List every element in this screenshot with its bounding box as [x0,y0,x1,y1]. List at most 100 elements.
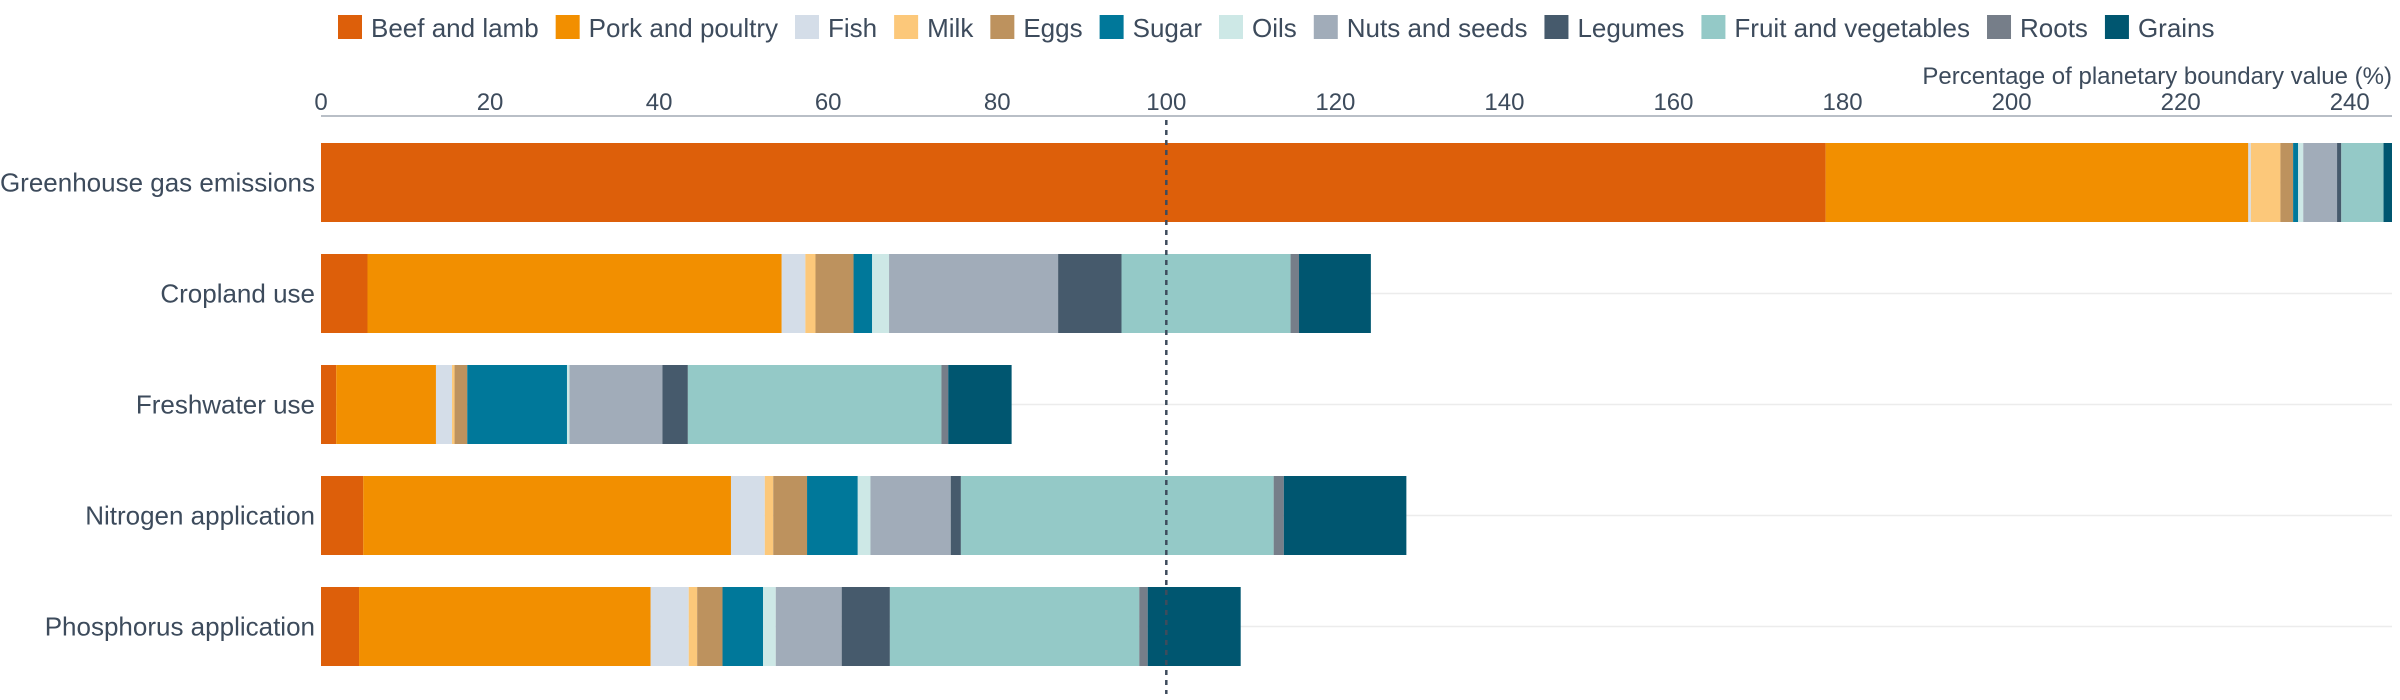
legend-swatch-fruit-and-vegetables [1701,15,1726,39]
bar-segment-phosphorus-application-oils [763,587,776,666]
bar-segment-cropland-use-pork-and-poultry [367,254,782,333]
legend-label-sugar: Sugar [1133,13,1203,43]
bar-segment-freshwater-use-oils [566,365,570,444]
bar-segment-cropland-use-beef-and-lamb [321,254,368,333]
legend-label-grains: Grains [2138,13,2215,43]
bar-segment-freshwater-use-nuts-and-seeds [569,365,663,444]
x-tick-label: 180 [1823,89,1863,116]
legend-swatch-legumes [1544,15,1569,39]
legend-label-fruit-and-vegetables: Fruit and vegetables [1734,13,1970,43]
legend-label-fish: Fish [828,13,877,43]
bar-segment-nitrogen-application-fish [730,476,765,555]
x-axis-title: Percentage of planetary boundary value (… [1922,63,2392,90]
category-labels: Greenhouse gas emissions Cropland use Fres… [0,168,315,642]
bar-segment-greenhouse-gas-emissions-beef-and-lamb [321,143,1826,222]
bar-segment-cropland-use-eggs [815,254,854,333]
legend-swatch-eggs [990,15,1015,39]
category-label-cropland-use: Cropland use [160,279,315,309]
bar-segment-nitrogen-application-legumes [950,476,961,555]
bar-segment-greenhouse-gas-emissions-pork-and-poultry [1825,143,2249,222]
bar-segment-nitrogen-application-milk [764,476,774,555]
bar-segment-greenhouse-gas-emissions-milk [2250,143,2281,222]
legend-swatch-milk [894,15,919,39]
x-tick-label: 120 [1315,89,1355,116]
bar-segment-greenhouse-gas-emissions-nuts-and-seeds [2303,143,2338,222]
bar-segment-nitrogen-application-eggs [773,476,808,555]
bar-segment-cropland-use-oils [872,254,890,333]
bar-segment-phosphorus-application-eggs [697,587,723,666]
bar-segment-phosphorus-application-milk [688,587,698,666]
bar-segment-nitrogen-application-oils [857,476,871,555]
legend-swatch-oils [1219,15,1243,39]
bar-segment-freshwater-use-grains [948,365,1012,444]
x-tick-label: 20 [477,89,504,116]
bar-segment-cropland-use-nuts-and-seeds [889,254,1059,333]
bar-segment-cropland-use-fruit-and-vegetables [1121,254,1291,333]
x-tick-label: 40 [646,89,673,116]
bar-segment-cropland-use-sugar [853,254,873,333]
bar-segment-phosphorus-application-beef-and-lamb [321,587,360,666]
legend-swatch-sugar [1099,15,1124,39]
bar-segment-greenhouse-gas-emissions-sugar [2293,143,2299,222]
bar-segment-freshwater-use-legumes [662,365,688,444]
bar-segment-cropland-use-legumes [1058,254,1122,333]
bar-segment-phosphorus-application-legumes [841,587,890,666]
bar-segment-greenhouse-gas-emissions-fish [2248,143,2251,222]
bar-segment-freshwater-use-milk [452,365,455,444]
bar-segment-nitrogen-application-nuts-and-seeds [870,476,951,555]
legend-swatch-grains [2104,15,2129,39]
bar-segment-phosphorus-application-fruit-and-vegetables [889,587,1140,666]
legend-swatch-nuts-and-seeds [1313,15,1338,39]
x-tick-label: 60 [815,89,842,116]
bar-segment-nitrogen-application-fruit-and-vegetables [960,476,1274,555]
bar-segment-phosphorus-application-fish [650,587,689,666]
legend-label-roots: Roots [2020,13,2088,43]
legend-swatch-beef-and-lamb [338,15,362,39]
bar-segment-greenhouse-gas-emissions-oils [2298,143,2304,222]
x-tick-label: 140 [1484,89,1524,116]
category-label-nitrogen-application: Nitrogen application [85,501,315,531]
bar-segment-nitrogen-application-grains [1283,476,1407,555]
legend-label-oils: Oils [1252,13,1297,43]
bar-segment-freshwater-use-fish [435,365,453,444]
bar-segment-phosphorus-application-sugar [722,587,764,666]
bar-segment-cropland-use-roots [1290,254,1300,333]
bar-segment-greenhouse-gas-emissions-legumes [2337,143,2342,222]
x-tick-label: 160 [1653,89,1693,116]
bar-segment-freshwater-use-fruit-and-vegetables [687,365,942,444]
bar-segment-phosphorus-application-roots [1139,587,1148,666]
x-tick-label: 240 [2330,89,2370,116]
legend-label-beef-and-lamb: Beef and lamb [371,13,539,43]
bar-segment-nitrogen-application-pork-and-poultry [363,476,731,555]
legend-swatch-fish [795,15,819,39]
category-label-freshwater-use: Freshwater use [136,390,315,420]
x-tick-label: 100 [1146,89,1186,116]
bar-segment-phosphorus-application-nuts-and-seeds [775,587,842,666]
bar-segment-nitrogen-application-roots [1273,476,1284,555]
bar-segment-nitrogen-application-sugar [807,476,858,555]
bar-segment-freshwater-use-beef-and-lamb [321,365,337,444]
x-tick-labels: 0 20 40 60 80 100 120 140 160 180 200 220 240 [314,89,2369,116]
legend-label-eggs: Eggs [1023,13,1082,43]
x-tick-label: 80 [984,89,1011,116]
bars [321,143,2392,666]
legend-swatch-pork-and-poultry [555,15,580,39]
legend-label-milk: Milk [927,13,974,43]
bar-segment-greenhouse-gas-emissions-grains [2383,143,2392,222]
x-tick-label: 220 [2161,89,2201,116]
bar-segment-freshwater-use-eggs [454,365,468,444]
bar-segment-freshwater-use-pork-and-poultry [336,365,436,444]
bar-segment-greenhouse-gas-emissions-eggs [2280,143,2294,222]
legend-label-legumes: Legumes [1577,13,1684,43]
bar-segment-nitrogen-application-beef-and-lamb [321,476,364,555]
bar-segment-cropland-use-fish [781,254,806,333]
x-tick-label: 0 [314,89,327,116]
x-axis: Percentage of planetary boundary value (… [314,63,2392,117]
bar-segment-cropland-use-grains [1299,254,1371,333]
legend-label-nuts-and-seeds: Nuts and seeds [1347,13,1528,43]
bar-segment-greenhouse-gas-emissions-fruit-and-vegetables [2341,143,2384,222]
x-tick-label: 200 [1992,89,2032,116]
category-label-greenhouse-gas-emissions: Greenhouse gas emissions [0,168,315,198]
bar-segment-cropland-use-milk [805,254,816,333]
